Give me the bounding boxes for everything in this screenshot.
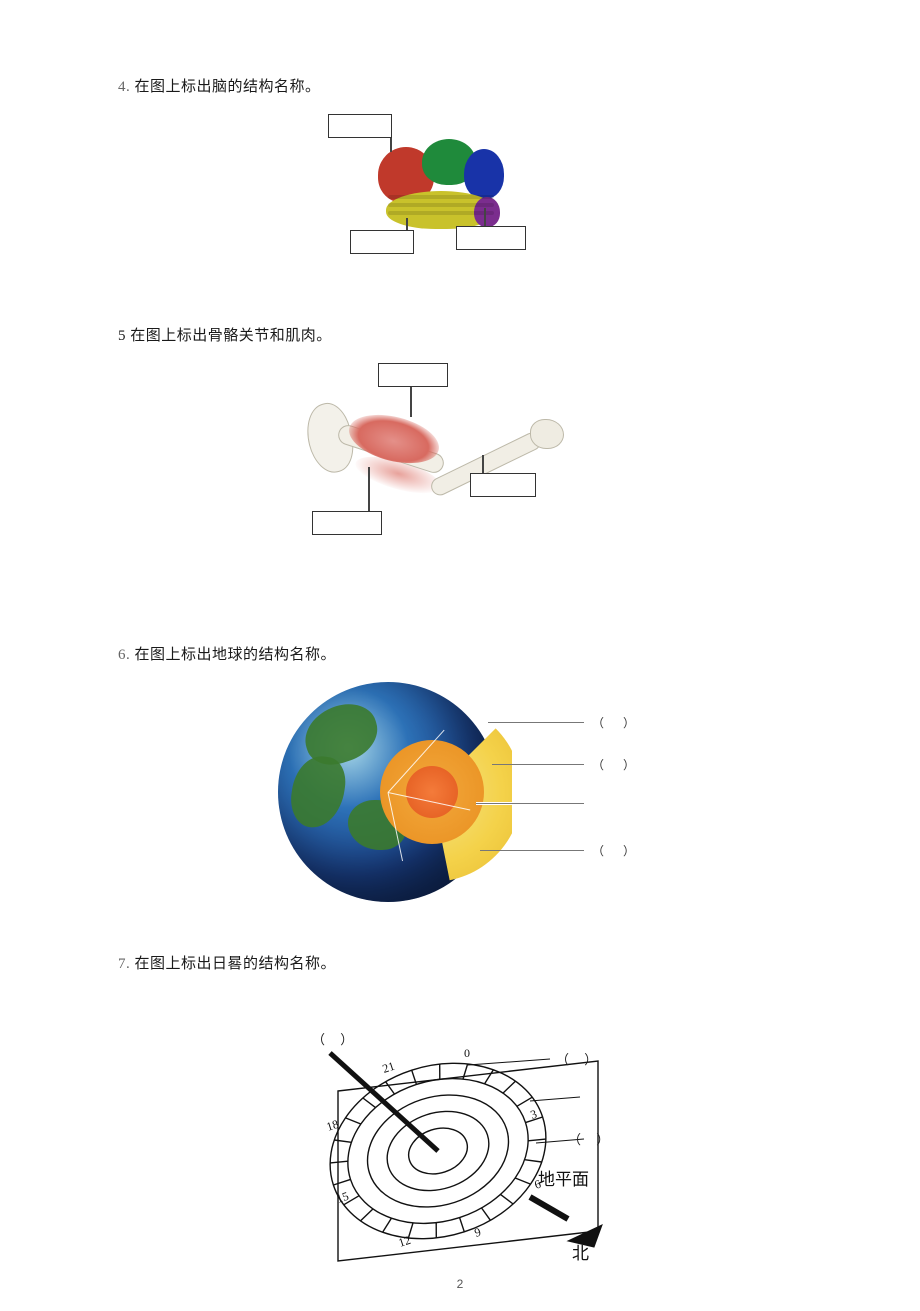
answer-box[interactable] xyxy=(328,114,392,138)
hour-0: 0 xyxy=(464,1046,470,1060)
paren-answer[interactable]: （ ） xyxy=(312,1029,359,1048)
gnomon-base xyxy=(530,1197,568,1219)
q7-number: 7. xyxy=(118,956,130,972)
earth-figure: （ ） （ ） （ ） xyxy=(258,682,678,902)
hour-12: 12 xyxy=(397,1233,413,1250)
cerebellum-line xyxy=(388,203,494,207)
leader-line xyxy=(480,850,584,851)
q6-text: 在图上标出地球的结构名称。 xyxy=(135,647,337,663)
leader-line xyxy=(530,1097,580,1101)
question-4: 4. 在图上标出脑的结构名称。 xyxy=(118,75,802,96)
leader-line xyxy=(488,722,584,723)
brain-illustration xyxy=(378,139,508,234)
paren-answer[interactable]: （ ） xyxy=(592,714,643,731)
occipital-lobe xyxy=(464,149,504,199)
q6-number: 6. xyxy=(118,647,130,663)
q4-text: 在图上标出脑的结构名称。 xyxy=(135,79,321,95)
question-7: 7. 在图上标出日晷的结构名称。 xyxy=(118,952,802,973)
fist xyxy=(530,419,564,449)
answer-box[interactable] xyxy=(456,226,526,250)
q5-number: 5 xyxy=(118,328,126,344)
question-5: 5 在图上标出骨骼关节和肌肉。 xyxy=(118,324,802,345)
q5-text: 在图上标出骨骼关节和肌肉。 xyxy=(130,328,332,344)
paren-answer[interactable]: （ ） xyxy=(592,842,643,859)
answer-box[interactable] xyxy=(378,363,448,387)
worksheet-page: 4. 在图上标出脑的结构名称。 5 在图上标出骨骼关节和肌肉。 xyxy=(0,0,920,1311)
leader-line xyxy=(476,803,584,804)
q7-text: 在图上标出日晷的结构名称。 xyxy=(135,956,337,972)
earth-cutaway xyxy=(352,712,512,882)
page-number: 2 xyxy=(0,1277,920,1291)
sundial-figure: 0 3 6 9 12 15 18 21 （ ） （ ） （ ） 地平面 北 xyxy=(268,991,648,1271)
leader-line xyxy=(468,1059,550,1065)
paren-answer[interactable]: （ ） xyxy=(556,1049,603,1068)
inner-core-layer xyxy=(406,766,458,818)
earth-illustration xyxy=(278,682,498,902)
cerebellum-line xyxy=(388,211,494,215)
arm-figure xyxy=(268,363,608,553)
brain-figure xyxy=(288,114,608,264)
hour-9: 9 xyxy=(473,1225,483,1240)
hour-3: 3 xyxy=(529,1107,539,1122)
paren-answer[interactable]: （ ） xyxy=(568,1129,615,1148)
cerebellum-line xyxy=(388,195,494,199)
leader-line xyxy=(484,208,486,228)
north-label: 北 xyxy=(572,1239,589,1264)
hour-15: 15 xyxy=(335,1189,351,1206)
paren-answer[interactable]: （ ） xyxy=(592,756,643,773)
leader-line xyxy=(492,764,584,765)
leader-line xyxy=(410,385,412,417)
leader-line xyxy=(368,467,370,513)
question-6: 6. 在图上标出地球的结构名称。 xyxy=(118,643,802,664)
answer-box[interactable] xyxy=(312,511,382,535)
ground-label: 地平面 xyxy=(538,1165,589,1190)
leader-line xyxy=(390,136,392,152)
answer-box[interactable] xyxy=(350,230,414,254)
answer-box[interactable] xyxy=(470,473,536,497)
q4-number: 4. xyxy=(118,79,130,95)
hour-21: 21 xyxy=(381,1059,397,1076)
